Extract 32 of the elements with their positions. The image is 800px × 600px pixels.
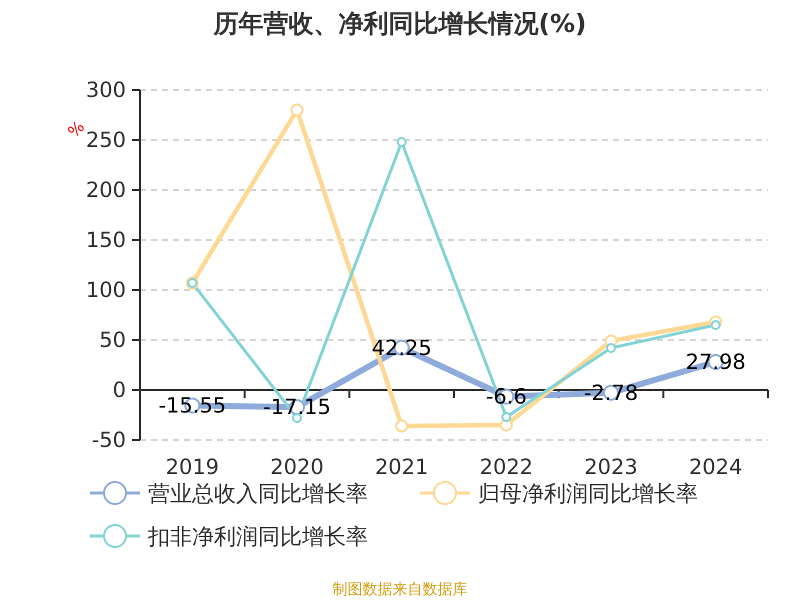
text: 制图数据来自数据库 xyxy=(332,580,468,598)
legend-label: 归母净利润同比增长率 xyxy=(478,482,698,507)
data-label: 27.98 xyxy=(686,350,746,374)
y-tick-label: 0 xyxy=(112,378,126,402)
x-tick-label: 2021 xyxy=(374,455,428,479)
y-tick-label: 300 xyxy=(86,78,126,102)
data-label: -6.6 xyxy=(486,384,527,409)
y-tick-label: 100 xyxy=(86,278,126,302)
x-tick-label: 2024 xyxy=(688,455,742,479)
x-tick-label: 2019 xyxy=(166,455,220,479)
data-label: -17.15 xyxy=(263,395,331,420)
point xyxy=(501,412,512,422)
y-tick-label: 150 xyxy=(86,228,126,252)
point xyxy=(395,420,408,432)
chart-title: 历年营收、净利同比增长情况(%) xyxy=(212,9,586,38)
data-label: -2.78 xyxy=(584,380,638,405)
x-tick-label: 2020 xyxy=(270,455,324,479)
y-tick-label: -50 xyxy=(92,428,126,452)
legend-label: 扣非净利润同比增长率 xyxy=(147,525,368,550)
data-label: 42.25 xyxy=(372,336,432,360)
y-tick-label: 250 xyxy=(86,128,126,152)
y-tick-label: 50 xyxy=(99,328,126,352)
point xyxy=(396,137,407,147)
legend-label: 营业总收入同比增长率 xyxy=(148,482,368,507)
x-tick-label: 2022 xyxy=(480,455,534,479)
y-axis-title: % xyxy=(64,117,88,142)
y-tick-label: 200 xyxy=(86,178,126,202)
point xyxy=(606,343,616,353)
point xyxy=(710,320,721,330)
point xyxy=(290,104,304,116)
x-tick-label: 2023 xyxy=(584,455,638,479)
data-label: -15.55 xyxy=(158,394,226,418)
